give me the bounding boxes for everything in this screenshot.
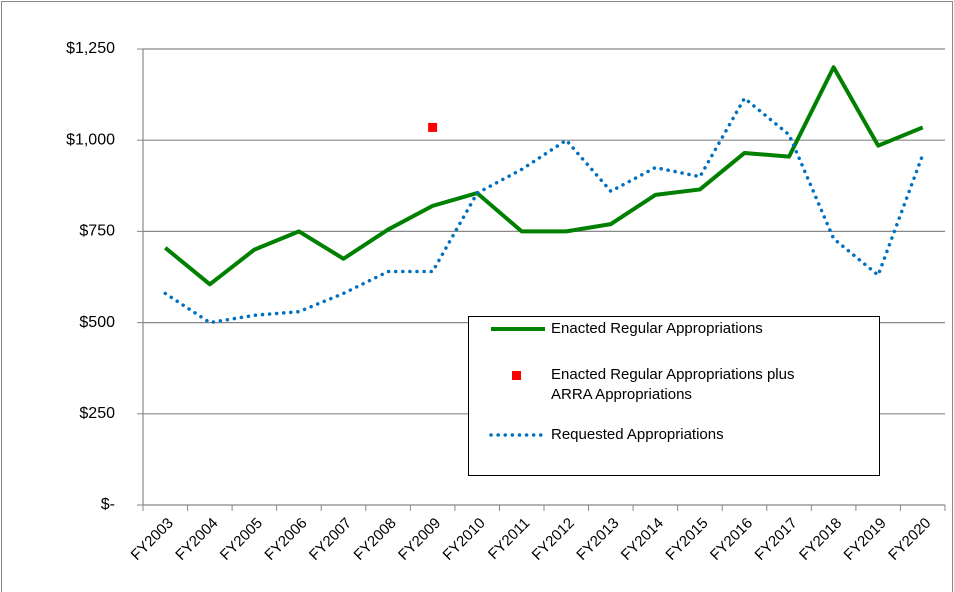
y-tick-label: $750 — [79, 223, 115, 240]
x-tick-label: FY2018 — [796, 515, 845, 564]
x-tick-label: FY2003 — [128, 515, 177, 564]
legend-swatch — [512, 371, 521, 380]
series-line — [164, 65, 924, 287]
y-tick-label: $250 — [79, 405, 115, 422]
x-tick-label: FY2011 — [485, 515, 533, 563]
series-line — [163, 95, 925, 325]
x-tick-label: FY2016 — [707, 515, 756, 564]
x-tick-label: FY2007 — [306, 515, 355, 564]
x-tick-label: FY2010 — [440, 515, 489, 564]
x-tick-label: FY2005 — [217, 515, 266, 564]
legend-entry: Requested Appropriations — [469, 423, 879, 463]
x-tick-label: FY2013 — [573, 515, 622, 564]
x-tick-label: FY2012 — [529, 515, 578, 564]
legend-label: Enacted Regular Appropriations — [551, 320, 763, 337]
legend-swatch — [489, 433, 547, 437]
legend: Enacted Regular Appropriations Enacted Re… — [468, 316, 880, 476]
y-tick-label: $- — [101, 496, 115, 513]
x-tick-label: FY2019 — [841, 515, 890, 564]
x-tick-label: FY2006 — [261, 515, 310, 564]
legend-swatch — [491, 327, 545, 331]
x-tick-label: FY2017 — [752, 515, 801, 564]
x-tick-label: FY2020 — [885, 515, 934, 564]
x-tick-label: FY2014 — [618, 515, 667, 564]
x-tick-label: FY2015 — [662, 515, 711, 564]
x-tick-label: FY2009 — [395, 515, 444, 564]
x-tick-label: FY2008 — [351, 515, 400, 564]
legend-marker — [512, 371, 521, 380]
legend-entry: Enacted Regular Appropriations — [469, 317, 879, 357]
legend-label: Requested Appropriations — [551, 426, 724, 443]
y-tick-label: $1,000 — [66, 131, 115, 148]
y-tick-label: $1,250 — [66, 40, 115, 57]
point — [428, 122, 438, 132]
y-tick-label: $500 — [79, 314, 115, 331]
legend-label: Enacted Regular Appropriations plus ARRA… — [551, 366, 795, 403]
x-tick-label: FY2004 — [172, 515, 221, 564]
legend-entry: Enacted Regular Appropriations plus ARRA… — [469, 363, 879, 403]
